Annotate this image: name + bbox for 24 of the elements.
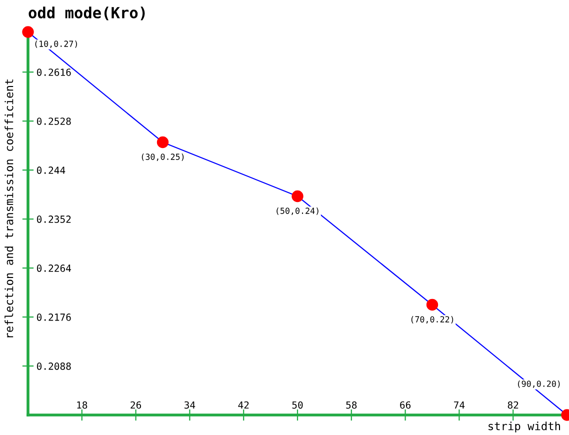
x-tick-label: 74 <box>454 401 465 409</box>
y-tick-label: 0.2352 <box>36 216 71 223</box>
y-tick-label: 0.244 <box>36 166 66 174</box>
y-tick-label: 0.2088 <box>36 362 71 370</box>
y-tick-label: 0.2264 <box>36 264 71 272</box>
data-label: (30,0.25) <box>142 154 184 161</box>
y-tick-label: 0.2176 <box>36 314 71 321</box>
x-tick-label: 18 <box>77 401 88 409</box>
x-tick-label: 50 <box>292 401 303 409</box>
x-tick-label: 58 <box>346 401 357 409</box>
x-tick-label: 34 <box>184 401 196 409</box>
x-tick-label: 42 <box>238 401 249 409</box>
y-tick-label: 0.2616 <box>36 68 71 76</box>
x-tick-label: 66 <box>400 401 411 409</box>
data-label: (70,0.22) <box>411 316 454 324</box>
y-tick-label: 0.2528 <box>36 118 71 125</box>
data-label: (50,0.24) <box>276 208 318 215</box>
y-axis-title: reflection and transmission coefficient <box>4 79 14 338</box>
x-axis-title: strip width <box>488 422 560 432</box>
x-tick-label: 26 <box>130 401 142 409</box>
x-tick-label: 82 <box>508 401 518 409</box>
data-label: (10,0.27) <box>35 40 77 48</box>
data-label: (90,0.20) <box>518 380 560 388</box>
chart-title: odd mode(Kro) <box>28 6 145 20</box>
